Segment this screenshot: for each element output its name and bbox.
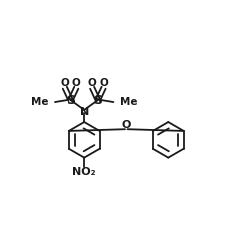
Text: S: S [66, 94, 75, 106]
Text: O: O [122, 120, 131, 130]
Text: O: O [72, 78, 81, 88]
Text: N: N [80, 107, 89, 117]
Text: NO₂: NO₂ [72, 168, 96, 177]
Text: Me: Me [120, 97, 138, 107]
Text: O: O [88, 78, 96, 88]
Text: O: O [60, 78, 69, 88]
Text: Me: Me [31, 97, 48, 107]
Text: O: O [99, 78, 108, 88]
Text: S: S [93, 94, 102, 106]
